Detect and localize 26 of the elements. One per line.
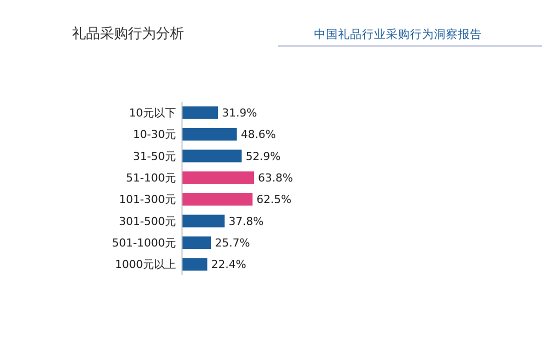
text: 中国礼品行业采购行为洞察报告 [314,27,482,41]
data-label: 31.9% [222,106,257,120]
bar [182,258,208,271]
bar [182,106,218,119]
y-tick-label: 501-1000元 [112,236,176,250]
bar [182,150,242,162]
bar [182,236,212,249]
y-tick-label: 10元以下 [129,106,176,120]
data-label: 22.4% [211,258,246,272]
data-label: 25.7% [215,236,250,250]
data-label: 63.8% [258,172,293,185]
chart-title: 礼品采购行为分析 [72,26,184,42]
y-tick-label: 31-50元 [133,150,176,163]
bar [182,214,225,228]
bar [182,193,253,206]
y-tick-label: 101-300元 [119,193,176,206]
data-label: 48.6% [240,128,276,142]
bar [182,171,254,184]
y-tick-label: 51-100元 [126,172,176,185]
data-label: 62.5% [256,193,292,206]
data-label: 37.8% [228,214,264,228]
y-tick-label: 10-30元 [133,128,176,142]
y-tick-label: 301-500元 [119,214,176,228]
bar [182,128,237,141]
data-label: 52.9% [246,150,281,163]
y-tick-label: 1000元以上 [115,258,176,272]
